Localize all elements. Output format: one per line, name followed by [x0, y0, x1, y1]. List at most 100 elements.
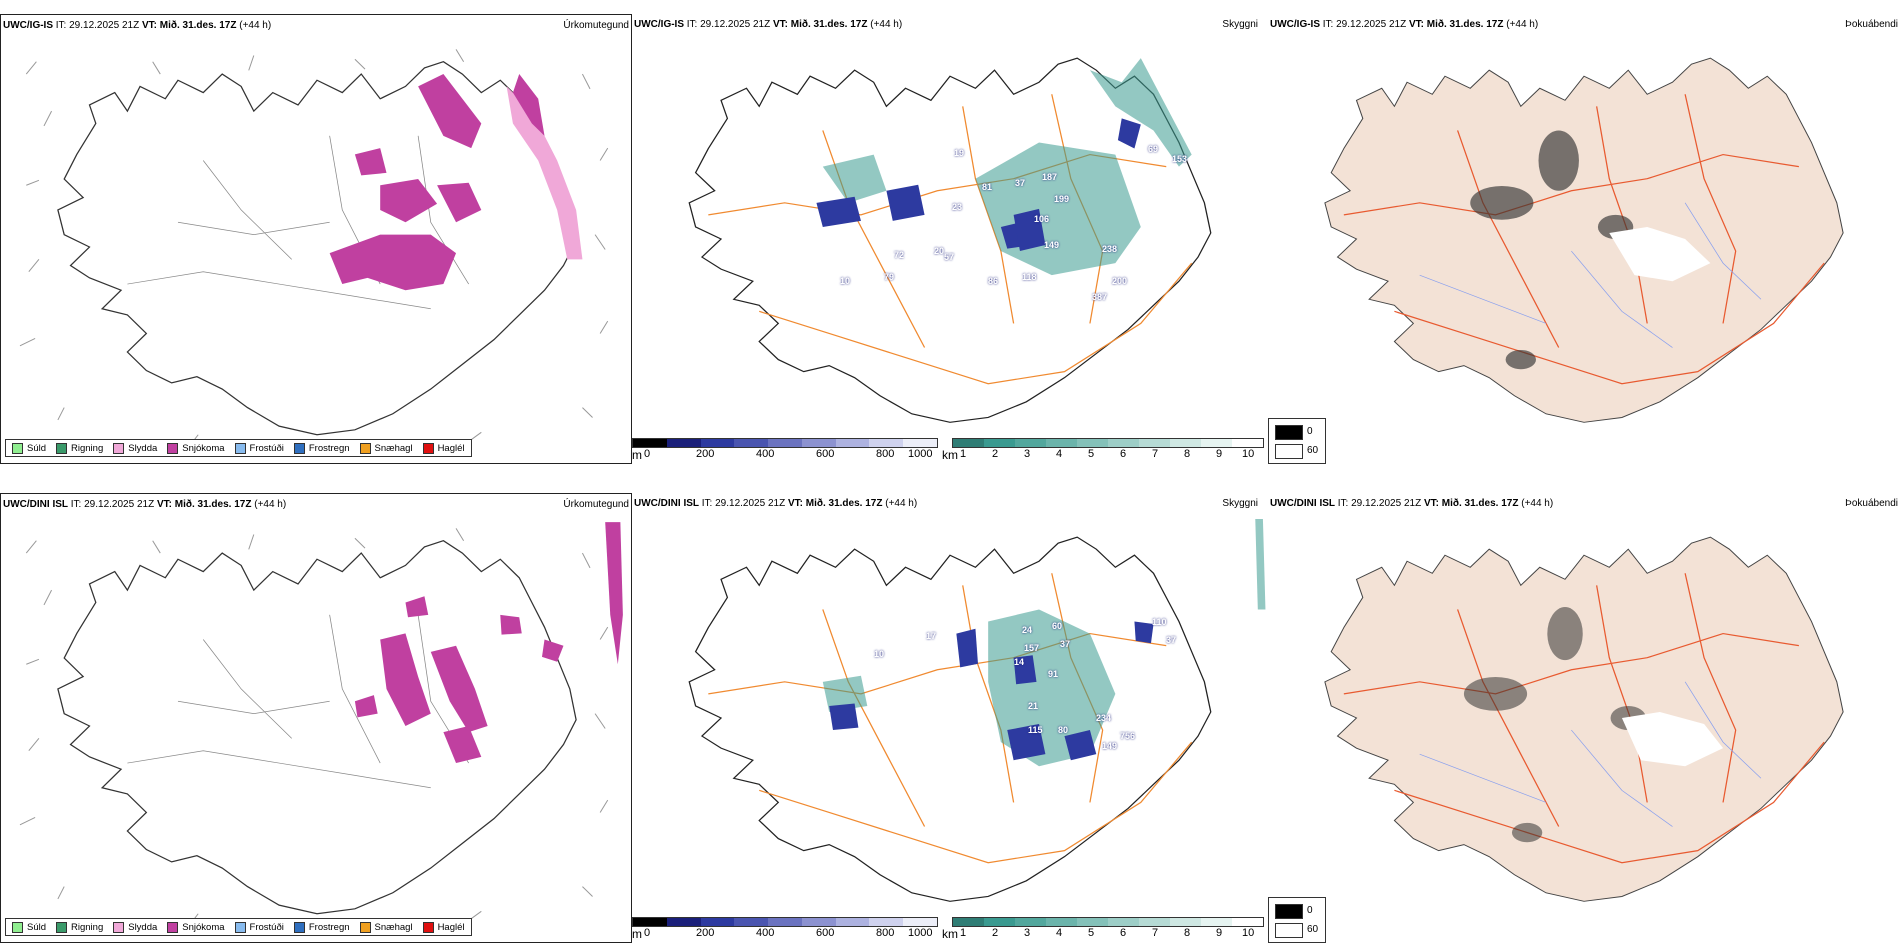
ceiling-value-label: 387: [1092, 292, 1108, 302]
legend-item: Frostúði: [234, 921, 284, 933]
precip-type-legend: Súld Rigning Slydda Snjókoma Frostúði Frostre…: [5, 918, 472, 936]
legend-item: Frostregn: [293, 921, 350, 933]
panel-header: UWC/DINI ISL IT: 29.12.2025 21Z VT: Mið.…: [3, 499, 287, 510]
ceiling-value-label: 79: [884, 272, 895, 282]
legend-item: Frostúði: [234, 442, 284, 454]
fog-panel-row2: UWC/DINI ISL IT: 29.12.2025 21Z VT: Mið.…: [1268, 493, 1900, 943]
legend-swatch: [113, 921, 125, 933]
legend-swatch: [359, 921, 371, 933]
legend-item: Snæhagl: [359, 921, 413, 933]
height-scale: m 0 200 400 600 800 1000: [632, 438, 942, 464]
panel-title: Skyggni: [1222, 498, 1258, 509]
legend-swatch: [359, 442, 371, 454]
panel-title: Skyggni: [1222, 19, 1258, 30]
ceiling-value-label: 234: [1096, 713, 1112, 723]
ceiling-value-label: 24: [1022, 625, 1033, 635]
ceiling-value-label: 60: [1052, 621, 1063, 631]
legend-swatch: [113, 442, 125, 454]
legend-swatch: [234, 921, 246, 933]
ceiling-value-label: 118: [1022, 272, 1037, 282]
ceiling-value-label: 72: [894, 250, 905, 260]
ceiling-map: [688, 519, 1266, 902]
legend-label: Súld: [27, 442, 47, 454]
legend-label: Frostregn: [308, 921, 350, 933]
ceiling-value-label: 14: [1014, 657, 1025, 667]
legend-swatch: [167, 921, 179, 933]
legend-label: Frostúði: [249, 921, 284, 933]
ceiling-value-label: 149: [1044, 240, 1060, 250]
panel-title: Þokuábendi: [1845, 19, 1898, 30]
legend-swatch: [234, 442, 246, 454]
legend-item: Frostregn: [293, 442, 350, 454]
panel-header: UWC/IG-IS IT: 29.12.2025 21Z VT: Mið. 31…: [1270, 19, 1539, 30]
legend-item: Snjókoma: [167, 921, 225, 933]
visibility-scale: km 1 2 3 4 5 6 7 8 9 10: [942, 917, 1268, 943]
legend-label: Rigning: [71, 442, 104, 454]
fog-legend: 0 60: [1268, 897, 1326, 943]
panel-header: UWC/DINI ISL IT: 29.12.2025 21Z VT: Mið.…: [634, 498, 918, 509]
ceiling-value-label: 187: [1042, 172, 1058, 182]
legend-label: Snjókoma: [182, 921, 225, 933]
legend-label: Snæhagl: [374, 442, 413, 454]
ceiling-value-label: 21: [1028, 701, 1039, 711]
legend-swatch: [167, 442, 179, 454]
ceiling-value-label: 23: [952, 202, 963, 212]
ceiling-value-label: 37: [1060, 639, 1071, 649]
ceiling-map: [688, 57, 1212, 423]
ceiling-value-label: 37: [1015, 178, 1026, 188]
legend-item: Rigning: [56, 921, 104, 933]
legend-swatch: [56, 921, 68, 933]
precip-map: [19, 49, 609, 445]
legend-swatch: [422, 442, 434, 454]
ceiling-value-label: 149: [1102, 741, 1118, 751]
ceiling-value-label: 106: [1034, 214, 1050, 224]
ceiling-value-label: 238: [1102, 244, 1118, 254]
legend-label: Súld: [27, 921, 47, 933]
panel-header: UWC/IG-IS IT: 29.12.2025 21Z VT: Mið. 31…: [634, 19, 903, 30]
legend-swatch: [422, 921, 434, 933]
legend-swatch: [12, 442, 23, 454]
panel-title: Úrkomutegund: [563, 20, 629, 31]
legend-swatch: [12, 921, 23, 933]
precip-type-legend: Súld Rigning Slydda Snjókoma Frostúði Frostre…: [5, 439, 472, 457]
ceiling-value-label: 10: [874, 649, 885, 659]
ceiling-panel-row2: UWC/DINI ISL IT: 29.12.2025 21Z VT: Mið.…: [632, 493, 1268, 943]
fog-map: [1324, 57, 1844, 423]
legend-item: Rigning: [56, 442, 104, 454]
ceiling-value-label: 157: [1024, 643, 1040, 653]
ceiling-value-label: 69: [1148, 144, 1159, 154]
legend-swatch: [56, 442, 68, 454]
legend-item: Slydda: [113, 442, 157, 454]
legend-label: Snjókoma: [182, 442, 225, 454]
legend-label: Frostúði: [249, 442, 284, 454]
legend-item: Súld: [12, 442, 47, 454]
ceiling-value-label: 19: [954, 148, 965, 158]
ceiling-value-label: 91: [1048, 669, 1059, 679]
ceiling-value-label: 110: [1152, 617, 1167, 627]
ceiling-value-label: 20: [934, 246, 945, 256]
ceiling-value-label: 200: [1112, 276, 1128, 286]
fog-map: [1324, 536, 1844, 902]
height-scale: m 0 200 400 600 800 1000: [632, 917, 942, 943]
legend-label: Snæhagl: [374, 921, 413, 933]
ceiling-value-label: 10: [840, 276, 851, 286]
legend-swatch: [293, 442, 305, 454]
legend-label: Slydda: [128, 921, 158, 933]
ceiling-value-label: 17: [926, 631, 937, 641]
legend-label: Haglél: [437, 442, 465, 454]
precip-panel-row1: UWC/IG-IS IT: 29.12.2025 21Z VT: Mið. 31…: [0, 14, 632, 464]
panel-title: Þokuábendi: [1845, 498, 1898, 509]
precip-map: [19, 522, 623, 924]
visibility-scale: km 1 2 3 4 5 6 7 8 9 10: [942, 438, 1268, 464]
legend-item: Snæhagl: [359, 442, 413, 454]
ceiling-value-label: 80: [1058, 725, 1069, 735]
ceiling-value-label: 756: [1120, 731, 1136, 741]
ceiling-value-label: 153: [1172, 154, 1188, 164]
legend-swatch: [293, 921, 305, 933]
legend-item: Snjókoma: [167, 442, 225, 454]
ceiling-value-label: 199: [1054, 194, 1070, 204]
legend-item: Súld: [12, 921, 47, 933]
legend-label: Rigning: [71, 921, 104, 933]
ceiling-value-label: 115: [1028, 725, 1043, 735]
legend-item: Slydda: [113, 921, 158, 933]
